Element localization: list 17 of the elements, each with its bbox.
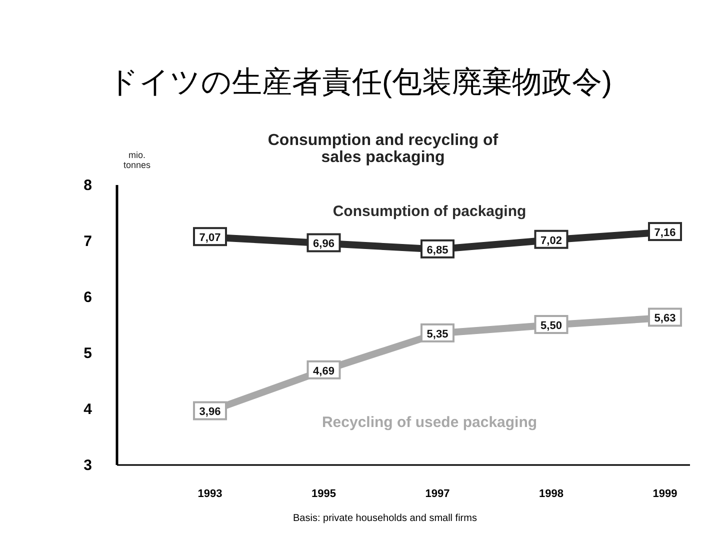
- y-tick-label: 8: [84, 177, 92, 194]
- y-tick-label: 4: [84, 401, 93, 418]
- series-label: Consumption of packaging: [332, 203, 526, 220]
- y-tick-label: 6: [84, 289, 92, 306]
- y-tick-label: 3: [84, 457, 92, 474]
- y-tick-label: 7: [84, 233, 92, 250]
- x-tick-label: 1998: [539, 488, 564, 500]
- x-tick-label: 1995: [312, 488, 336, 500]
- x-tick-label: 1999: [652, 488, 678, 500]
- chart-title: ドイツの生産者責任(包装廃棄物政令): [108, 66, 612, 99]
- y-axis-title: mio. tonnes: [123, 150, 152, 170]
- y-tick-label: 5: [84, 345, 92, 362]
- x-tick-label: 1993: [198, 488, 222, 500]
- x-tick-label: 1997: [425, 488, 450, 500]
- chart-subtitle: Consumption and recycling of sales packaging: [268, 132, 499, 166]
- text: Recycling of usede packaging: [322, 414, 538, 431]
- text: Basis: private households and small firms: [293, 513, 477, 524]
